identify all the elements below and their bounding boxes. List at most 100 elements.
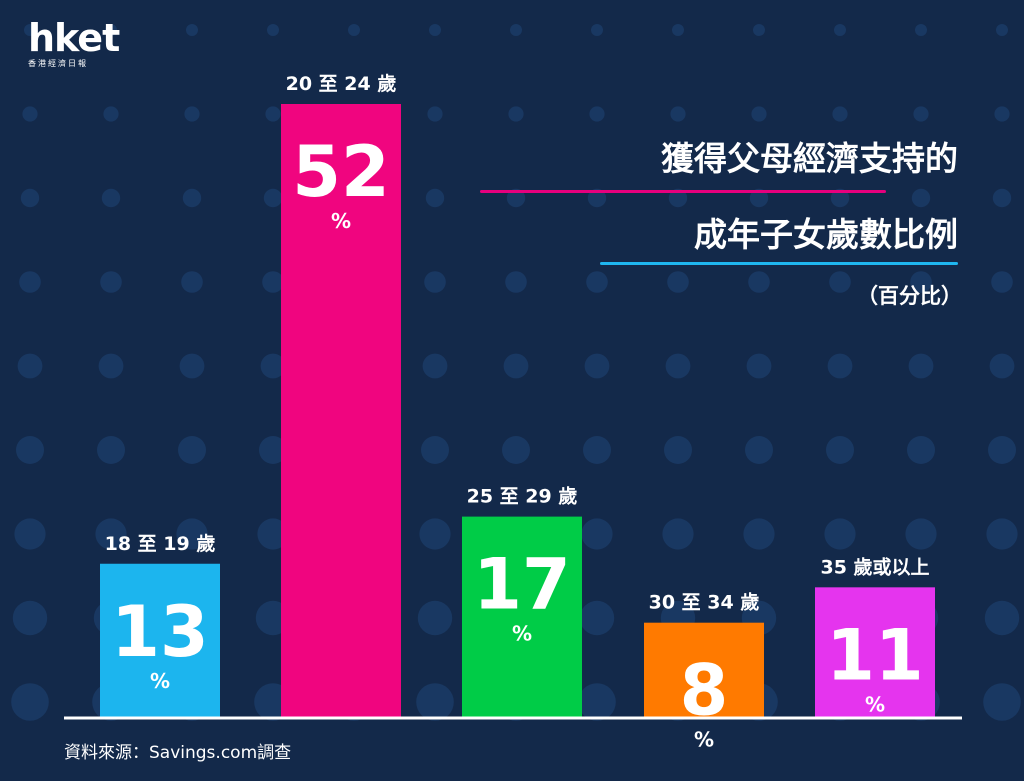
background-dot bbox=[665, 353, 691, 379]
background-dot bbox=[422, 353, 448, 379]
background-dot bbox=[17, 353, 43, 379]
background-dot bbox=[994, 106, 1010, 122]
background-dot bbox=[579, 600, 615, 636]
background-dot bbox=[260, 353, 286, 379]
background-dot bbox=[668, 188, 688, 208]
background-dot bbox=[834, 24, 846, 36]
background-dot bbox=[176, 518, 208, 550]
background-dot bbox=[262, 271, 284, 293]
background-dot bbox=[915, 24, 927, 36]
background-dot bbox=[20, 188, 40, 208]
category-label-5: 35 歲或以上 bbox=[820, 555, 929, 578]
percent-label-3: % bbox=[512, 622, 532, 646]
value-label-3: 17 bbox=[473, 544, 570, 626]
background-dot bbox=[100, 271, 122, 293]
title-underline-pink bbox=[480, 190, 886, 193]
background-dot bbox=[181, 271, 203, 293]
background-dot bbox=[417, 600, 453, 636]
background-dot bbox=[506, 188, 526, 208]
background-dot bbox=[427, 106, 443, 122]
category-label-1: 18 至 19 歲 bbox=[105, 532, 216, 555]
background-dot bbox=[584, 353, 610, 379]
background-dot bbox=[751, 106, 767, 122]
background-dot bbox=[662, 518, 694, 550]
background-dot bbox=[429, 24, 441, 36]
background-dot bbox=[419, 518, 451, 550]
background-dot bbox=[11, 683, 49, 721]
background-dot bbox=[988, 436, 1016, 464]
background-dot bbox=[986, 518, 1018, 550]
bar-5 bbox=[815, 587, 935, 717]
background-dot bbox=[16, 436, 44, 464]
background-dot bbox=[186, 24, 198, 36]
chart-title-line1: 獲得父母經濟支持的 bbox=[661, 139, 958, 178]
background-dot bbox=[14, 518, 46, 550]
background-dot bbox=[589, 106, 605, 122]
background-dot bbox=[591, 24, 603, 36]
background-dot bbox=[824, 518, 856, 550]
background-dot bbox=[830, 188, 850, 208]
background-dot bbox=[179, 353, 205, 379]
background-dot bbox=[749, 188, 769, 208]
category-label-3: 25 至 29 歲 bbox=[467, 485, 578, 508]
source-note: 資料來源：Savings.com調查 bbox=[64, 743, 292, 763]
background-dot bbox=[996, 24, 1008, 36]
value-label-5: 11 bbox=[826, 614, 923, 696]
value-label-2: 52 bbox=[292, 131, 389, 213]
background-dot bbox=[910, 271, 932, 293]
background-dot bbox=[416, 683, 454, 721]
background-dot bbox=[19, 271, 41, 293]
background-dot bbox=[991, 271, 1013, 293]
unit-note: （百分比） bbox=[857, 284, 962, 308]
category-label-4: 30 至 34 歲 bbox=[649, 591, 760, 614]
logo-wordmark: hket bbox=[28, 16, 120, 60]
background-dot bbox=[743, 518, 775, 550]
background-dot bbox=[578, 683, 616, 721]
background-dot bbox=[97, 436, 125, 464]
background-dot bbox=[907, 436, 935, 464]
background-dot bbox=[664, 436, 692, 464]
background-dot bbox=[101, 188, 121, 208]
bar-4 bbox=[644, 622, 764, 717]
background-dot bbox=[184, 106, 200, 122]
background-dot bbox=[745, 436, 773, 464]
background-dot bbox=[908, 353, 934, 379]
background-dot bbox=[503, 353, 529, 379]
percent-label-5: % bbox=[865, 692, 885, 716]
background-dot bbox=[257, 518, 289, 550]
background-dot bbox=[984, 600, 1020, 636]
background-dot bbox=[581, 518, 613, 550]
background-dot bbox=[98, 353, 124, 379]
hket-logo: hket 香港經濟日報 bbox=[28, 16, 120, 69]
background-dot bbox=[105, 24, 117, 36]
value-label-1: 13 bbox=[111, 591, 208, 673]
bar-1 bbox=[100, 563, 220, 717]
background-dot bbox=[510, 24, 522, 36]
background-dot bbox=[826, 436, 854, 464]
background-dot bbox=[586, 271, 608, 293]
background-dot bbox=[989, 353, 1015, 379]
background-dot bbox=[753, 24, 765, 36]
background-dot bbox=[502, 436, 530, 464]
background-dot bbox=[178, 436, 206, 464]
background-dot bbox=[672, 24, 684, 36]
background-dot bbox=[905, 518, 937, 550]
background-dot bbox=[911, 188, 931, 208]
background-dot bbox=[421, 436, 449, 464]
background-dot bbox=[992, 188, 1012, 208]
background-dot bbox=[829, 271, 851, 293]
background-dot bbox=[983, 683, 1021, 721]
background-dot bbox=[425, 188, 445, 208]
background-dot bbox=[913, 106, 929, 122]
percent-label-2: % bbox=[331, 209, 351, 233]
logo-subtitle: 香港經濟日報 bbox=[28, 59, 88, 68]
background-dot bbox=[267, 24, 279, 36]
background-dot bbox=[22, 106, 38, 122]
title-underline-blue bbox=[600, 262, 958, 265]
background-dot bbox=[832, 106, 848, 122]
background-dot bbox=[348, 24, 360, 36]
background-dot bbox=[259, 436, 287, 464]
background-dot bbox=[583, 436, 611, 464]
background-dot bbox=[182, 188, 202, 208]
